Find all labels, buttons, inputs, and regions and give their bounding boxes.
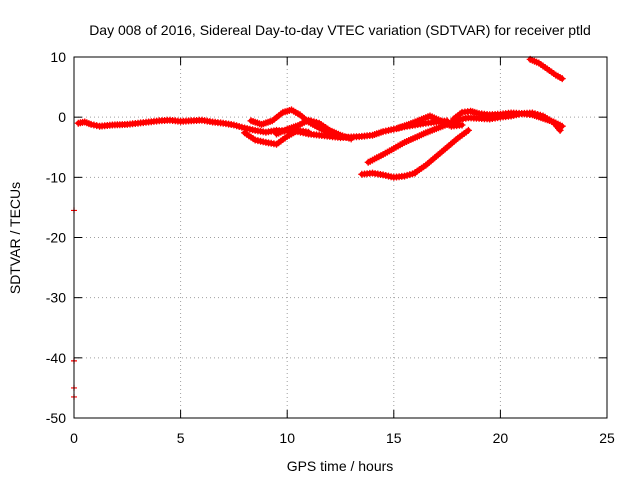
data-point	[539, 112, 556, 125]
data-point	[458, 108, 472, 116]
data-point	[411, 163, 428, 176]
data-point	[241, 129, 257, 143]
data-point	[422, 154, 439, 169]
series-track-mid-16h	[394, 112, 466, 132]
data-point	[283, 128, 300, 140]
data-point	[411, 130, 428, 142]
axis-ticks	[73, 56, 608, 419]
data-point	[401, 170, 416, 180]
y-tick-label: -10	[46, 169, 66, 185]
series-track-low-08h	[241, 126, 313, 148]
data-point	[558, 75, 566, 83]
data-point	[294, 117, 310, 130]
data-point	[526, 55, 541, 66]
data-point	[443, 136, 460, 151]
data-point	[415, 113, 432, 124]
series-track-dip-15h	[358, 169, 419, 181]
data-point	[528, 109, 544, 119]
data-point	[247, 117, 263, 128]
data-point	[273, 126, 289, 138]
data-point	[268, 110, 285, 125]
data-point	[364, 152, 385, 166]
data-point	[305, 128, 313, 136]
x-tick-label: 25	[599, 430, 615, 446]
chart-title: Day 008 of 2016, Sidereal Day-to-day VTE…	[89, 22, 591, 38]
data-point	[337, 131, 353, 142]
x-tick-label: 0	[70, 430, 78, 446]
x-tick-label: 10	[279, 430, 295, 446]
data-point	[288, 106, 302, 118]
data-point	[326, 126, 342, 138]
y-tick-label: 10	[50, 49, 66, 65]
data-point	[347, 135, 355, 143]
data-point	[535, 59, 549, 71]
data-point	[390, 140, 406, 152]
data-point	[305, 116, 320, 126]
data-point	[273, 134, 289, 148]
y-tick-label: -20	[46, 230, 66, 246]
data-point	[401, 135, 417, 146]
data-point	[258, 118, 274, 128]
series-track-high-21h	[526, 55, 566, 83]
tick-labels: 0 5 10 15 20 25 -50 -40 -30 -20 -10 0 10	[46, 49, 615, 446]
series-track-late-b	[443, 109, 564, 134]
data-point	[87, 120, 101, 130]
data-point	[394, 121, 411, 132]
data-point	[283, 122, 300, 133]
x-tick-label: 5	[177, 430, 185, 446]
series-track-rise-16h	[411, 126, 472, 176]
data-point	[550, 119, 562, 132]
data-point	[405, 117, 421, 128]
data-point	[443, 117, 460, 128]
data-point	[315, 119, 332, 133]
y-axis-label: SDTVAR / TECUs	[7, 182, 23, 294]
data-point	[379, 146, 396, 158]
data-point	[543, 65, 558, 77]
x-tick-label: 15	[386, 430, 402, 446]
data-point	[74, 118, 86, 127]
data-point	[426, 112, 443, 124]
data-point	[454, 128, 470, 142]
y-tick-label: -30	[46, 290, 66, 306]
data-point	[464, 126, 472, 134]
data-point	[556, 126, 564, 134]
data-point	[422, 125, 438, 137]
series-track-bump-11h	[273, 116, 355, 143]
data-point	[369, 128, 385, 139]
data-point	[552, 71, 564, 81]
data-point	[230, 121, 246, 131]
x-axis-label: GPS time / hours	[287, 458, 394, 474]
y-tick-label: 0	[58, 109, 66, 125]
x-tick-label: 20	[493, 430, 509, 446]
y-tick-label: -50	[46, 410, 66, 426]
data-point	[81, 118, 93, 128]
data-point	[458, 121, 466, 129]
y-tick-label: -40	[46, 350, 66, 366]
data-point	[432, 145, 449, 160]
data-series	[71, 55, 566, 400]
